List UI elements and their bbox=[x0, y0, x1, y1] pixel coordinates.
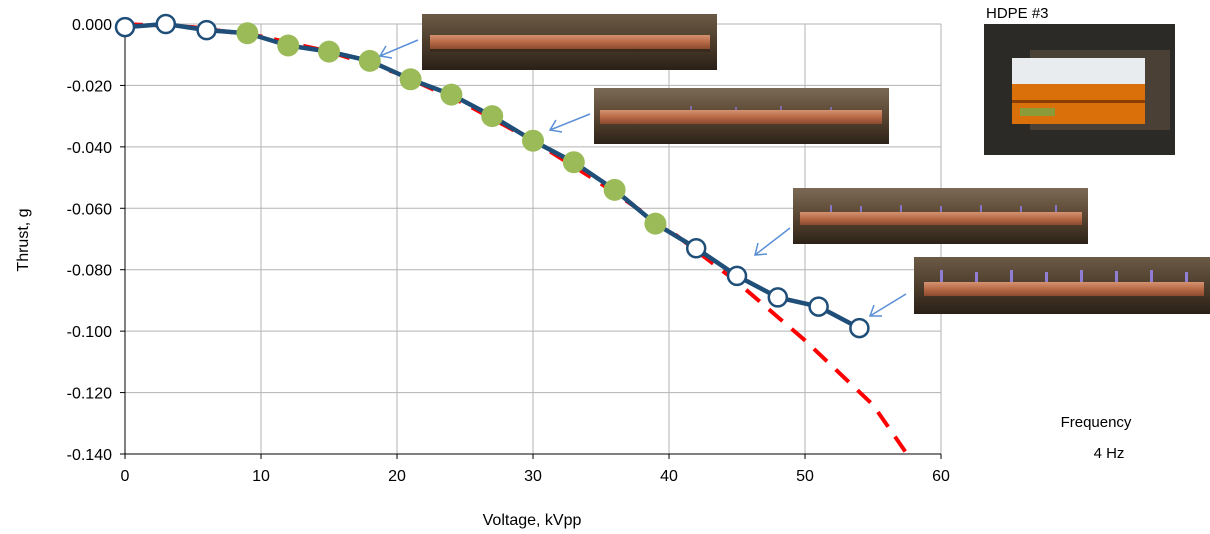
x-tick-label: 30 bbox=[524, 468, 542, 485]
frequency-label: Frequency bbox=[1061, 414, 1132, 431]
y-tick-label: -0.060 bbox=[67, 201, 112, 218]
open-marker bbox=[726, 265, 748, 287]
x-tick-label: 10 bbox=[252, 468, 270, 485]
arrow-4 bbox=[868, 293, 907, 317]
photo-electrode-3 bbox=[793, 188, 1088, 244]
filled-marker bbox=[277, 34, 300, 57]
x-tick-label: 20 bbox=[388, 468, 406, 485]
filled-marker bbox=[399, 68, 422, 91]
x-tick-label: 40 bbox=[660, 468, 678, 485]
arrow-3 bbox=[754, 227, 791, 256]
photo-hdpe-sample bbox=[984, 24, 1175, 155]
open-marker bbox=[155, 13, 177, 35]
filled-marker bbox=[481, 105, 504, 128]
photo-electrode-2 bbox=[594, 88, 889, 144]
filled-marker bbox=[318, 40, 340, 63]
open-marker bbox=[767, 287, 789, 308]
x-tick-label: 60 bbox=[932, 468, 950, 485]
y-tick-label: -0.020 bbox=[67, 78, 112, 95]
y-tick-label: 0.000 bbox=[72, 17, 112, 34]
axes: 0 10 20 30 40 50 60 0.000 -0.020 -0.040 -0.060 -0.0… bbox=[67, 17, 950, 485]
y-tick-label: -0.080 bbox=[67, 263, 112, 280]
open-marker bbox=[808, 296, 829, 317]
arrow-2 bbox=[548, 113, 591, 133]
y-tick-label: -0.140 bbox=[67, 447, 112, 464]
filled-marker bbox=[644, 212, 667, 235]
open-marker bbox=[685, 237, 707, 259]
filled-marker bbox=[562, 151, 585, 174]
filled-marker bbox=[603, 178, 626, 201]
y-tick-label: -0.100 bbox=[67, 324, 112, 341]
photo-electrode-4 bbox=[914, 257, 1210, 314]
marker-layer bbox=[114, 13, 870, 339]
open-marker bbox=[849, 317, 870, 339]
open-marker bbox=[114, 16, 136, 38]
filled-marker bbox=[236, 22, 259, 45]
filled-marker bbox=[358, 49, 381, 72]
arrow-1 bbox=[378, 39, 419, 59]
x-tick-label: 50 bbox=[796, 468, 814, 485]
y-axis-title: Thrust, g bbox=[15, 208, 32, 271]
x-axis-title: Voltage, kVpp bbox=[483, 512, 582, 529]
filled-marker bbox=[440, 83, 463, 106]
frequency-value: 4 Hz bbox=[1094, 445, 1125, 462]
photo-label: HDPE #3 bbox=[986, 5, 1049, 22]
y-tick-label: -0.040 bbox=[67, 140, 112, 157]
photo-electrode-1 bbox=[422, 14, 717, 70]
x-tick-label: 0 bbox=[121, 468, 130, 485]
filled-marker bbox=[522, 129, 544, 152]
open-marker bbox=[196, 19, 217, 41]
y-tick-label: -0.120 bbox=[67, 386, 112, 403]
pointer-arrows bbox=[378, 39, 907, 317]
